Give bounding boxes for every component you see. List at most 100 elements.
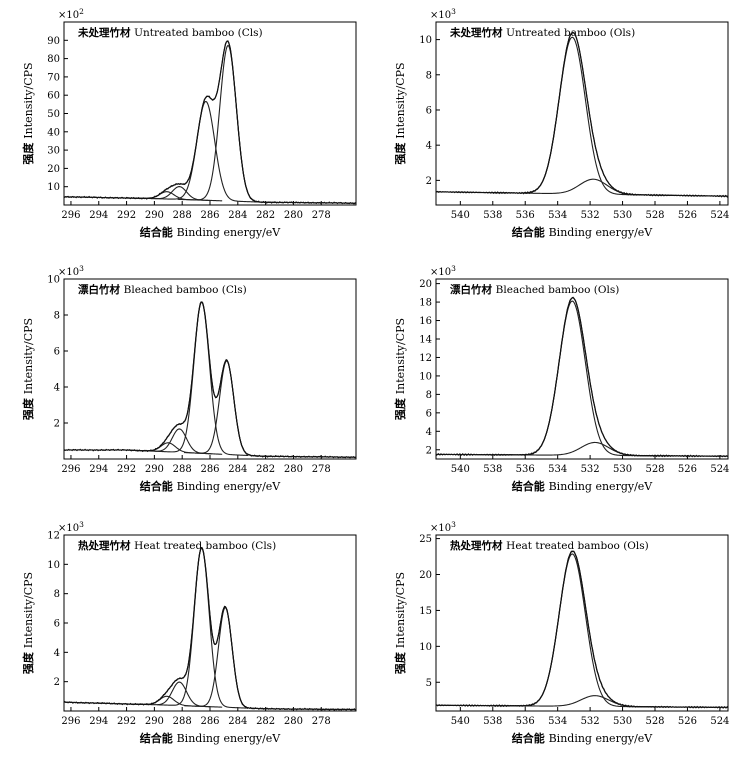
y-scale-factor: ×103 [430,264,456,278]
y-tick-label: 4 [426,427,432,438]
y-axis-title-en: Intensity/CPS [394,318,407,394]
y-tick-label: 25 [419,534,432,545]
y-tick-label: 10 [47,560,60,571]
y-tick-label: 6 [54,619,60,630]
raw-spectrum-line [435,296,729,458]
panel-title-en: Bleached bamboo (Cls) [124,284,247,296]
panel-title-cn: 漂白竹材 [78,283,124,296]
x-tick-label: 294 [89,464,108,475]
x-axis-title-en: Binding energy/eV [177,226,282,239]
chart-panel-o1s-untreated: 540 538 536 534 532 530 528 526 524 2 4 6 8 10 ×103 未处理… [393,7,729,239]
y-axis-title: 强度 Intensity/CPS [21,62,35,164]
x-tick-label: 280 [284,716,303,727]
panel-title-cn: 漂白竹材 [450,283,496,296]
y-tick-label: 4 [54,383,60,394]
fit-envelope [63,40,357,204]
x-tick-label: 282 [256,716,275,727]
y-tick-label: 2 [54,677,60,688]
x-tick-label: 528 [645,716,664,727]
x-tick-label: 540 [451,464,470,475]
x-axis-title: 结合能 Binding energy/eV [511,479,654,493]
x-tick-label: 536 [516,464,535,475]
y-axis-title-cn: 强度 [393,139,407,165]
x-axis-title-en: Binding energy/eV [549,732,654,745]
x-axis-title: 结合能 Binding energy/eV [139,225,282,239]
x-tick-label: 292 [117,210,136,221]
x-tick-label: 278 [312,464,331,475]
x-tick-label: 534 [548,210,567,221]
raw-spectrum-line [435,550,729,709]
y-scale-exponent: 3 [451,520,456,529]
panel-title: 未处理竹材 Untreated bamboo (Cls) [77,26,263,39]
y-scale-factor: ×103 [58,520,84,534]
x-axis-title-cn: 结合能 [139,731,177,745]
y-tick-label: 8 [54,311,60,322]
panel-title: 热处理竹材 Heat treated bamboo (Cls) [78,539,276,552]
x-tick-label: 296 [61,464,80,475]
y-tick-label: 10 [419,371,432,382]
x-tick-label: 532 [581,464,600,475]
y-axis-title: 强度 Intensity/CPS [21,318,35,420]
y-tick-label: 4 [426,141,432,152]
x-tick-label: 280 [284,210,303,221]
x-tick-label: 524 [710,716,729,727]
raw-spectrum-line [63,301,357,459]
y-tick-label: 40 [47,127,60,138]
fit-peak-1 [492,36,652,196]
x-tick-label: 540 [451,210,470,221]
y-tick-label: 6 [426,105,432,116]
x-tick-label: 526 [678,464,697,475]
x-tick-label: 524 [710,464,729,475]
y-tick-label: 60 [47,91,60,102]
y-scale-factor: ×103 [430,7,456,21]
y-axis-title-en: Intensity/CPS [394,572,407,648]
x-tick-label: 526 [678,716,697,727]
y-scale-exponent: 2 [79,7,84,16]
y-tick-label: 10 [47,275,60,286]
fit-envelope [435,31,729,197]
x-tick-label: 532 [581,210,600,221]
x-tick-label: 534 [548,716,567,727]
x-tick-label: 538 [483,716,502,727]
x-tick-label: 530 [613,464,632,475]
y-scale-exponent: 3 [451,7,456,16]
x-tick-label: 278 [312,210,331,221]
y-axis-title: 强度 Intensity/CPS [393,572,407,674]
x-axis-title-en: Binding energy/eV [549,480,654,493]
y-axis-title-en: Intensity/CPS [22,62,35,138]
y-axis-title: 强度 Intensity/CPS [393,318,407,420]
y-scale-factor: ×103 [58,264,84,278]
y-tick-label: 12 [419,353,432,364]
y-axis-title-cn: 强度 [21,648,35,674]
y-tick-label: 70 [47,72,60,83]
panel-title-en: Untreated bamboo (Cls) [134,27,262,39]
x-axis-title: 结合能 Binding energy/eV [139,479,282,493]
y-tick-label: 8 [426,70,432,81]
x-tick-label: 530 [613,210,632,221]
y-tick-label: 2 [54,419,60,430]
x-tick-label: 288 [173,464,192,475]
x-axis-title: 结合能 Binding energy/eV [139,731,282,745]
y-tick-label: 15 [419,606,432,617]
x-tick-label: 286 [200,210,219,221]
panel-title-en: Untreated bamboo (Ols) [506,27,635,39]
chart-panel-o1s-bleached: 540 538 536 534 532 530 528 526 524 2 4 6 8 10 12 14 16 1… [393,264,729,493]
x-tick-label: 284 [228,210,247,221]
y-scale-factor: ×103 [430,520,456,534]
x-tick-label: 526 [678,210,697,221]
x-tick-label: 294 [89,716,108,727]
fit-peak-2 [184,606,267,710]
panel-title: 漂白竹材 Bleached bamboo (Ols) [450,283,619,296]
plot-frame [435,21,729,206]
fit-peak-1 [492,300,652,457]
y-tick-label: 6 [426,408,432,419]
y-tick-label: 10 [419,35,432,46]
y-axis-title-en: Intensity/CPS [394,62,407,138]
panel-title-en: Heat treated bamboo (Ols) [506,540,649,552]
x-tick-label: 292 [117,464,136,475]
y-axis-title-cn: 强度 [21,394,35,420]
y-tick-label: 10 [47,182,60,193]
x-tick-label: 290 [145,716,164,727]
y-tick-label: 80 [47,54,60,65]
